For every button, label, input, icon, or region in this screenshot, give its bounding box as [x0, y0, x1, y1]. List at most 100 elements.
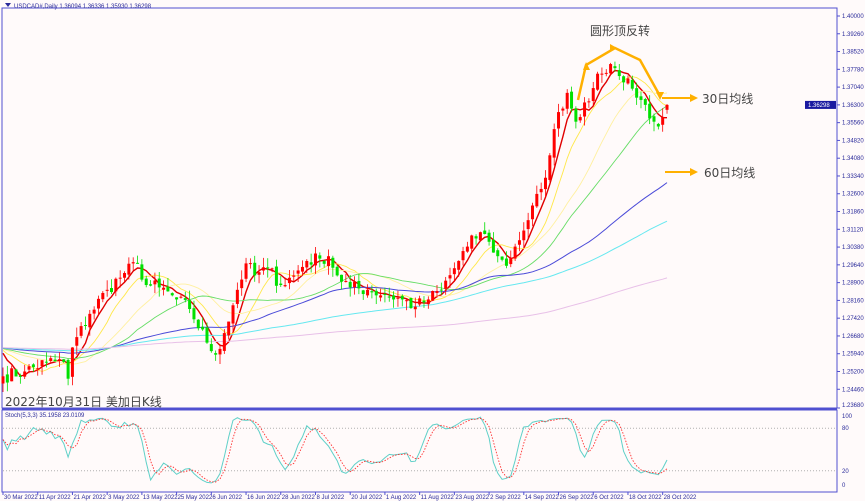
candle-up — [244, 263, 248, 279]
candle-down — [209, 344, 213, 352]
candle-up — [235, 289, 239, 304]
stoch-scale-label: 100 — [842, 414, 853, 420]
candle-up — [552, 129, 556, 158]
ma20-line — [2, 90, 668, 365]
candle-up — [101, 292, 105, 300]
arrow-head-icon — [690, 94, 698, 102]
candle-down — [652, 116, 656, 122]
x-tick-label: 28 Jun 2022 — [282, 495, 316, 501]
candle-up — [587, 101, 591, 103]
candle-up — [470, 235, 474, 249]
candle-down — [340, 274, 344, 282]
candle-down — [201, 326, 205, 330]
x-tick-label: 11 Aug 2022 — [421, 495, 455, 501]
y-tick-label: 1.33340 — [842, 174, 864, 180]
candle-up — [127, 263, 131, 275]
candle-up — [248, 263, 252, 265]
y-tick-label: 1.30380 — [842, 245, 864, 251]
candle-up — [431, 291, 435, 301]
candle-down — [62, 359, 66, 362]
candle-down — [648, 103, 652, 119]
candle-up — [283, 285, 287, 287]
candle-up — [452, 268, 456, 275]
candle-down — [274, 266, 278, 286]
candle-up — [153, 280, 157, 285]
candle-up — [513, 246, 517, 259]
candle-up — [1, 376, 5, 384]
candle-up — [36, 368, 40, 370]
chart-frame — [1, 7, 838, 493]
candle-up — [118, 277, 122, 279]
x-tick-label: 25 May 2022 — [178, 495, 213, 501]
candle-up — [222, 333, 226, 351]
x-tick-label: 18 Oct 2022 — [629, 495, 662, 501]
candle-down — [574, 108, 578, 122]
x-tick-label: 13 May 2022 — [143, 495, 178, 501]
candle-up — [418, 298, 422, 305]
candle-up — [88, 313, 92, 328]
candle-up — [478, 232, 482, 241]
candle-down — [309, 262, 313, 265]
candle-down — [570, 91, 574, 109]
candle-down — [144, 278, 148, 286]
dropdown-triangle-icon[interactable] — [5, 3, 11, 7]
candle-down — [374, 290, 378, 296]
candle-down — [348, 281, 352, 288]
candle-up — [600, 73, 604, 75]
candle-up — [105, 289, 109, 291]
candle-up — [240, 279, 244, 289]
y-tick-label: 1.24460 — [842, 387, 864, 393]
candle-down — [335, 266, 339, 276]
candle-down — [136, 262, 140, 264]
symbol-info: USDCAD#,Daily 1.36094 1.36336 1.35930 1.… — [14, 4, 152, 10]
arrow-head-icon — [610, 44, 617, 52]
candle-down — [322, 260, 326, 264]
y-tick-label: 1.36300 — [842, 103, 864, 109]
candle-up — [444, 280, 448, 289]
stoch-scale-label: 20 — [842, 469, 849, 475]
stoch-scale-label: 0 — [842, 483, 846, 489]
candle-down — [483, 230, 487, 234]
x-tick-label: 8 Jul 2022 — [316, 495, 344, 501]
candle-up — [413, 306, 417, 310]
candle-down — [383, 293, 387, 295]
candle-down — [639, 96, 643, 100]
candle-down — [500, 256, 504, 260]
candle-up — [530, 205, 534, 220]
candle-down — [279, 283, 283, 286]
candle-down — [643, 99, 647, 105]
candle-down — [357, 280, 361, 289]
candle-up — [426, 299, 430, 305]
x-tick-label: 20 Jul 2022 — [351, 495, 383, 501]
candle-up — [522, 230, 526, 241]
candle-up — [227, 321, 231, 336]
y-tick-label: 1.25940 — [842, 352, 864, 358]
candle-down — [5, 374, 9, 383]
chart-caption: 2022年10月31日 美加日K线 — [5, 395, 162, 409]
x-tick-label: 14 Sep 2022 — [525, 495, 560, 501]
y-tick-label: 1.37780 — [842, 67, 864, 73]
candle-up — [526, 220, 530, 230]
candle-down — [14, 369, 18, 377]
candle-down — [214, 353, 218, 355]
candle-up — [231, 305, 235, 324]
y-tick-label: 1.27420 — [842, 316, 864, 322]
y-tick-label: 1.26680 — [842, 334, 864, 340]
y-tick-label: 1.34080 — [842, 156, 864, 162]
candle-up — [123, 273, 127, 278]
candle-down — [266, 267, 270, 269]
candle-up — [591, 88, 595, 101]
candle-up — [461, 251, 465, 261]
candle-down — [617, 70, 621, 77]
candle-down — [110, 288, 113, 293]
candle-up — [27, 366, 31, 370]
candle-down — [491, 239, 495, 253]
candle-up — [218, 348, 222, 355]
candle-up — [257, 272, 261, 275]
main-panel — [1, 7, 838, 409]
candle-down — [422, 300, 426, 303]
y-tick-label: 1.34820 — [842, 138, 864, 144]
candle-down — [53, 359, 57, 362]
y-tick-label: 1.38520 — [842, 50, 864, 56]
